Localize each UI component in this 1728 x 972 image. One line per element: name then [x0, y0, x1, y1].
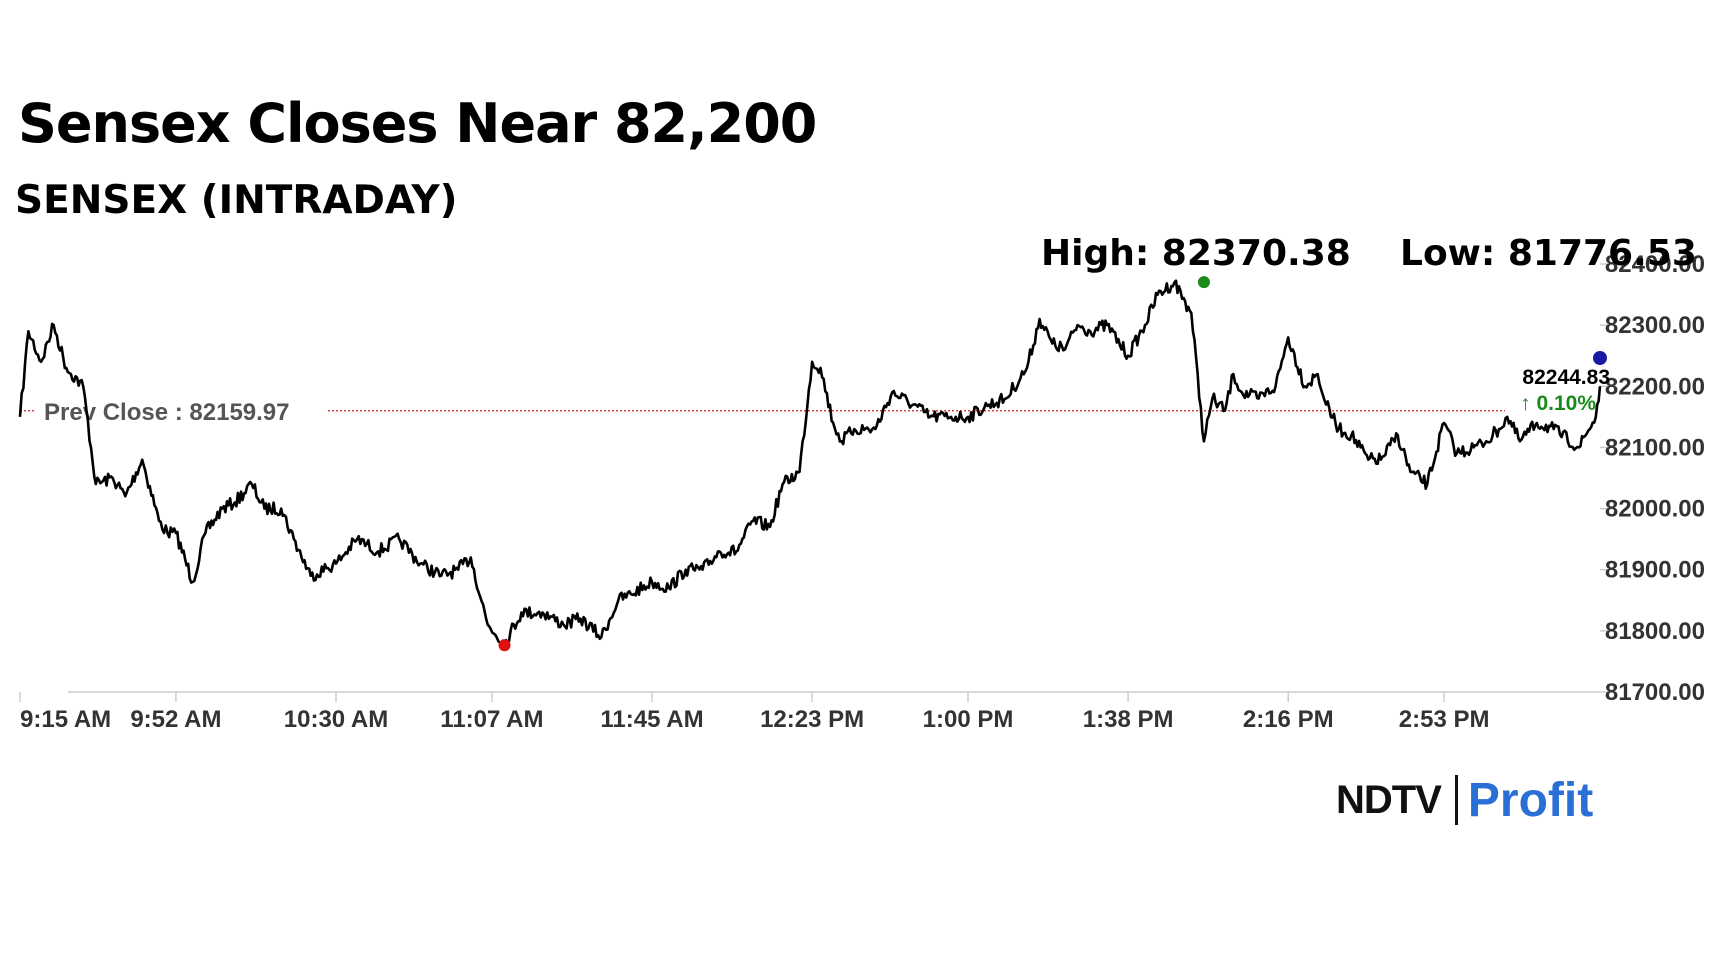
logo-divider: [1454, 775, 1458, 825]
y-tick-label: 82300.00: [1605, 312, 1705, 339]
y-tick-label: 81900.00: [1605, 557, 1705, 584]
last-value-label: 82244.83: [1522, 366, 1610, 389]
low-marker: [498, 639, 511, 652]
page-title: Sensex Closes Near 82,200: [18, 92, 817, 155]
y-axis: 82400.00 82300.00 82200.00 82100.00 82000.00…: [1600, 251, 1705, 706]
x-tick-label: 2:53 PM: [1399, 706, 1490, 733]
y-tick-label: 81700.00: [1605, 679, 1705, 706]
x-tick-label: 1:00 PM: [923, 706, 1014, 733]
x-tick-label: 11:45 AM: [600, 706, 703, 733]
high-marker: [1197, 276, 1210, 289]
x-tick-label: 12:23 PM: [760, 706, 864, 733]
y-tick-label: 82400.00: [1605, 251, 1705, 278]
chart-subtitle: SENSEX (INTRADAY): [15, 178, 458, 223]
x-tick-label: 11:07 AM: [440, 706, 543, 733]
logo-profit-text: Profit: [1467, 773, 1594, 827]
low-label: Low: 81776.53: [1400, 233, 1697, 274]
series-line: [18, 279, 1602, 648]
x-tick-label: 1:38 PM: [1083, 706, 1174, 733]
y-tick-label: 82000.00: [1605, 496, 1705, 523]
change-percent-label: ↑ 0.10%: [1520, 392, 1596, 415]
x-tick-label: 10:30 AM: [284, 706, 388, 733]
last-value-marker: [1593, 351, 1607, 365]
x-tick-label: 9:52 AM: [130, 706, 221, 733]
ndtv-profit-logo: NDTV Profit: [1336, 770, 1593, 830]
y-tick-label: 82200.00: [1605, 373, 1705, 400]
y-tick-label: 81800.00: [1605, 618, 1705, 645]
x-tick-label: 9:15 AM: [20, 706, 111, 733]
x-axis: 9:15 AM 9:52 AM 10:30 AM 11:07 AM 11:45 AM 12…: [19, 691, 1600, 733]
x-tick-label: 2:16 PM: [1243, 706, 1334, 733]
high-label: High: 82370.38: [1041, 233, 1351, 274]
logo-ndtv-text: NDTV: [1336, 777, 1442, 822]
y-tick-label: 82100.00: [1605, 434, 1705, 461]
prev-close-label: Prev Close : 82159.97: [44, 399, 290, 426]
